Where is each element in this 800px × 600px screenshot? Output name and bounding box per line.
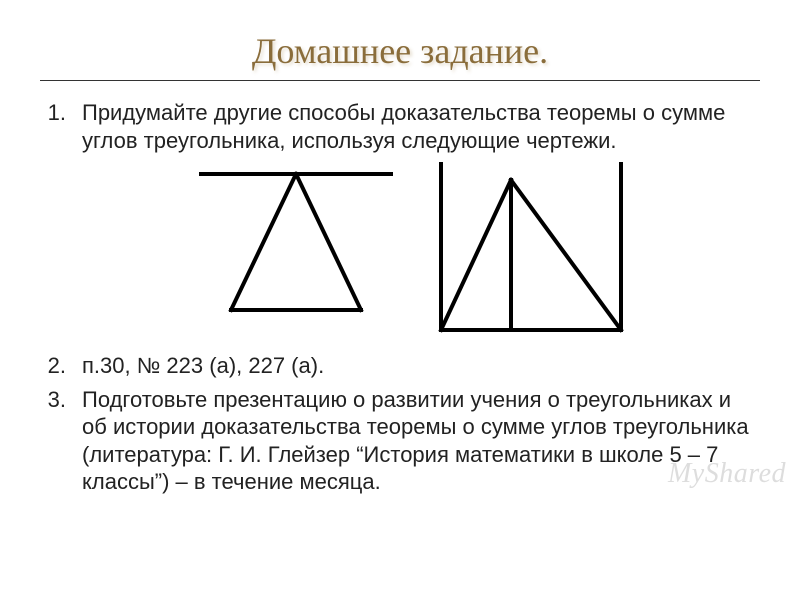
task-number: 1. [40,99,82,154]
diagrams-row [40,160,760,340]
diagram-left [191,160,401,320]
slide-title: Домашнее задание. [40,30,760,72]
task-list-cont: 2. п.30, № 223 (а), 227 (а). 3. Подготов… [40,352,760,496]
task-text: Придумайте другие способы доказательства… [82,99,760,154]
task-text: Подготовьте презентацию о развитии учени… [82,386,760,496]
task-item-3: 3. Подготовьте презентацию о развитии уч… [40,386,760,496]
title-underline [40,80,760,81]
task-text: п.30, № 223 (а), 227 (а). [82,352,760,380]
task-number: 3. [40,386,82,496]
slide-container: Домашнее задание. 1. Придумайте другие с… [0,0,800,600]
diagram-right [421,160,651,340]
task-number: 2. [40,352,82,380]
task-item-2: 2. п.30, № 223 (а), 227 (а). [40,352,760,380]
task-item-1: 1. Придумайте другие способы доказательс… [40,99,760,154]
task-list: 1. Придумайте другие способы доказательс… [40,99,760,154]
